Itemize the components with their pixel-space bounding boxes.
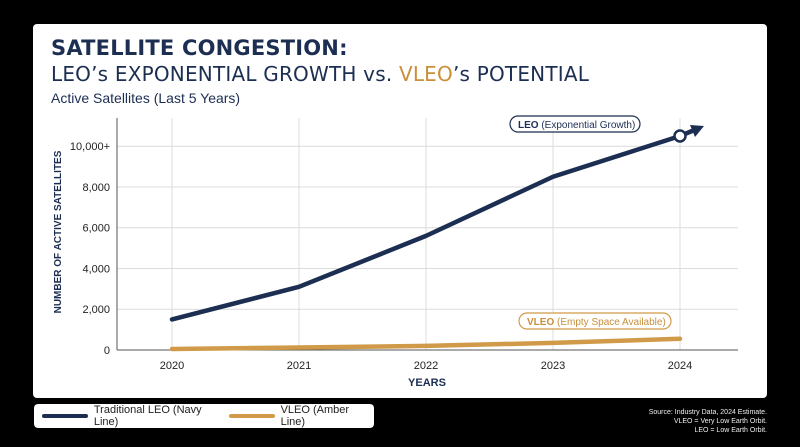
chart-title-line1: SATELLITE CONGESTION: (51, 36, 348, 60)
title-part-vleo: VLEO (398, 62, 453, 86)
x-tick-label: 2021 (287, 360, 311, 372)
legend-label-leo: Traditional LEO (Navy Line) (93, 404, 202, 428)
x-tick-label: 2024 (668, 360, 692, 372)
annotation-leo: LEO (Exponential Growth) (518, 120, 635, 131)
series-line-leo (169, 133, 683, 322)
source-line-3: LEO = Low Earth Orbit. (694, 427, 767, 434)
y-tick-label: 6,000 (82, 223, 110, 235)
title-part-potential: ’s POTENTIAL (452, 62, 590, 86)
title-part-leo: LEO’s EXPONENTIAL GROWTH vs. (51, 62, 399, 86)
legend-item-leo: Traditional LEO (Navy Line) (42, 404, 209, 428)
annotation-name-leo: LEO (518, 120, 539, 131)
source-line-2: VLEO = Very Low Earth Orbit. (673, 418, 767, 425)
x-tick-label: 2023 (541, 360, 565, 372)
annotation-vleo: VLEO (Empty Space Available) (527, 317, 666, 328)
y-tick-label: 2,000 (82, 304, 110, 316)
annotation-text-leo: (Exponential Growth) (539, 120, 636, 131)
x-tick-label: 2020 (160, 360, 184, 372)
legend-item-vleo: VLEO (Amber Line) (228, 404, 362, 428)
y-tick-label: 10,000+ (70, 141, 110, 153)
y-tick-label: 4,000 (82, 263, 110, 275)
legend-label-vleo: VLEO (Amber Line) (280, 404, 350, 428)
legend-swatch-leo (42, 414, 88, 418)
y-tick-label: 8,000 (82, 182, 110, 194)
annotation-box-leo (509, 115, 641, 133)
source-note: Source: Industry Data, 2024 Estimate. VL… (649, 408, 767, 435)
series-line-vleo (169, 336, 683, 352)
chart-subtitle: Active Satellites (Last 5 Years) (51, 90, 241, 106)
source-line-1: Source: Industry Data, 2024 Estimate. (648, 409, 767, 416)
y-tick-label: 0 (104, 345, 110, 357)
x-tick-label: 2022 (414, 360, 438, 372)
leo-endpoint-marker (673, 129, 687, 143)
annotation-box-vleo (518, 312, 672, 330)
leo-arrow-head (690, 125, 704, 137)
legend: Traditional LEO (Navy Line) VLEO (Amber … (34, 404, 374, 428)
x-axis-label: YEARS (408, 377, 446, 389)
y-axis-label: NUMBER OF ACTIVE SATELLITES (53, 150, 64, 313)
annotation-text-vleo: (Empty Space Available) (554, 317, 666, 328)
chart-card: SATELLITE CONGESTION: LEO’s EXPONENTIAL … (33, 24, 767, 398)
annotation-name-vleo: VLEO (527, 317, 554, 328)
legend-swatch-vleo (228, 414, 275, 418)
chart-title-line2: LEO’s EXPONENTIAL GROWTH vs. VLEO’s POTE… (51, 62, 589, 86)
